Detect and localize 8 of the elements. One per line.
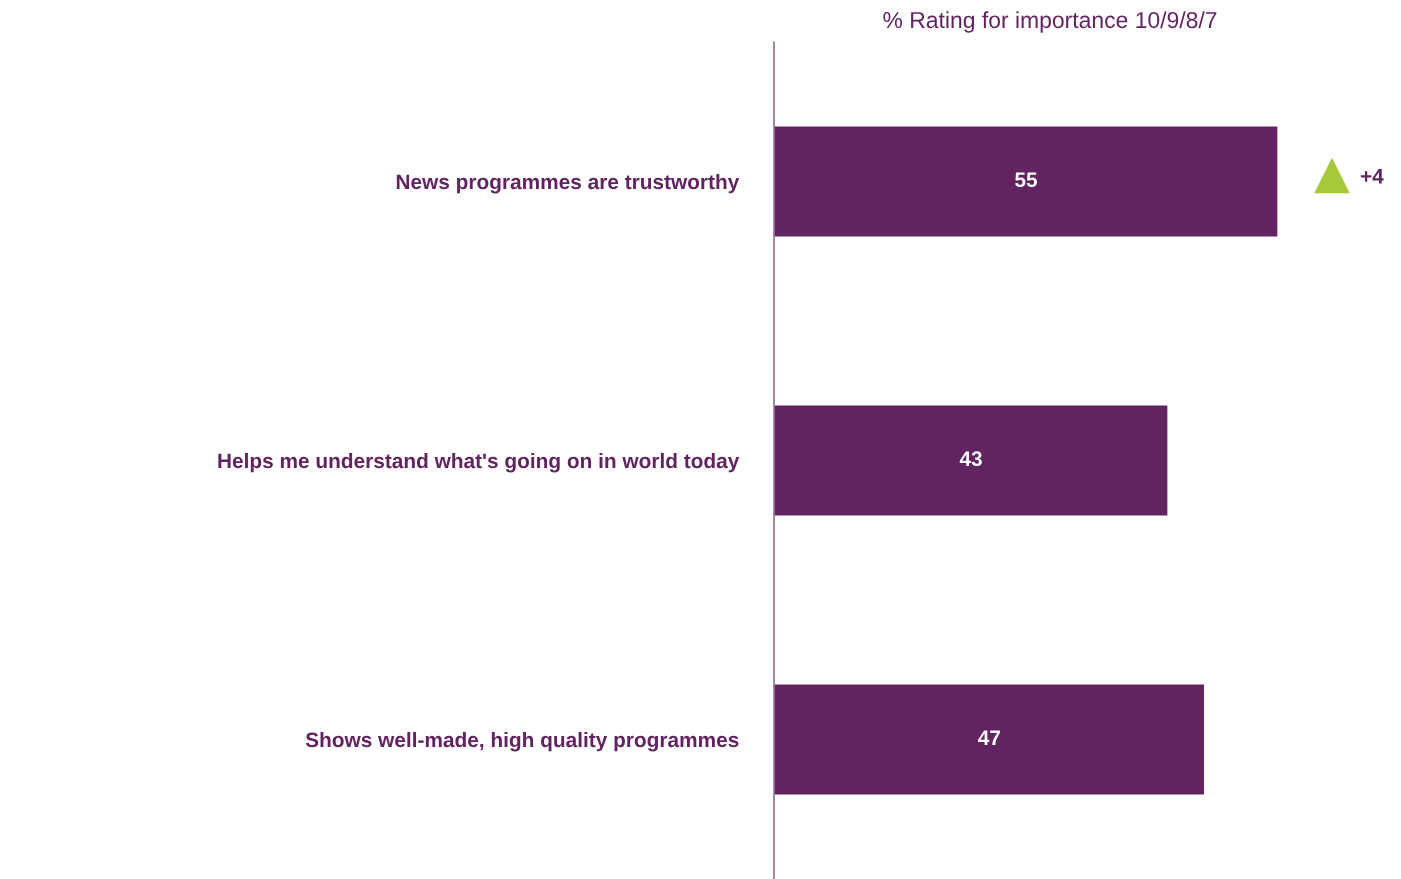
y-tick-label: Helps me understand what's going on in world today [218, 452, 740, 473]
data-label: 43 [959, 451, 982, 467]
data-label: 47 [978, 730, 1001, 745]
text: +4 [1360, 169, 1384, 184]
y-tick-label: News programmes are trustworthy [396, 173, 740, 194]
y-tick-label: Shows well-made, high quality programmes [305, 731, 739, 752]
chart-title: % Rating for importance 10/9/8/7 [883, 11, 1217, 33]
data-label: 55 [1015, 172, 1038, 188]
